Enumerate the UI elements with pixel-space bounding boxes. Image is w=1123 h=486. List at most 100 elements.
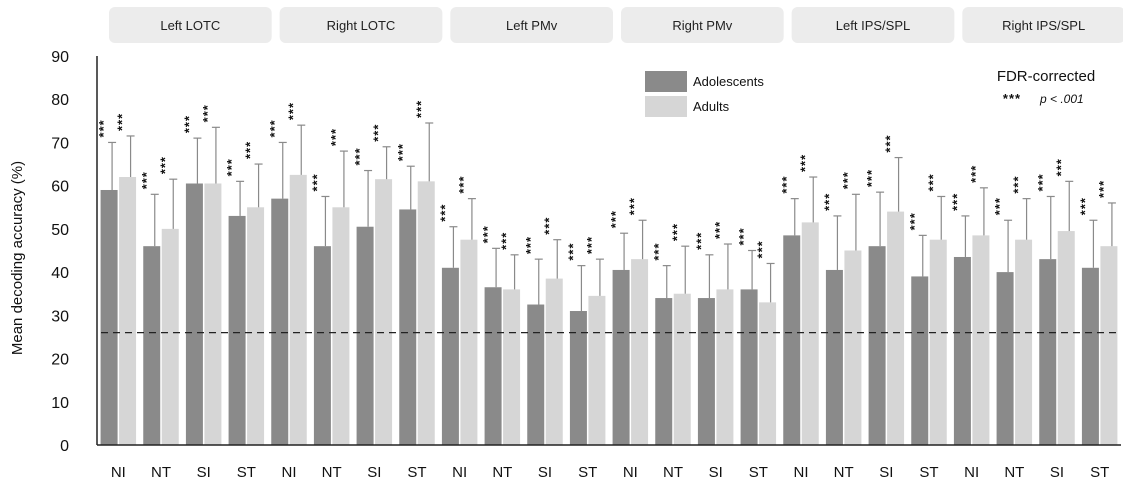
bar-adolescents xyxy=(441,267,459,445)
significance-stars: *** xyxy=(285,102,300,120)
significance-stars: *** xyxy=(840,171,855,189)
significance-stars: *** xyxy=(413,100,428,118)
bar-adults xyxy=(631,259,649,445)
significance-stars: *** xyxy=(523,236,538,254)
panel-header-box xyxy=(450,7,613,43)
bar-adults xyxy=(119,177,137,445)
bar-adolescents xyxy=(100,189,118,445)
x-tick-label: SI xyxy=(1050,464,1064,481)
bar-adults xyxy=(247,207,265,445)
x-tick-label: SI xyxy=(367,464,381,481)
x-tick-label: SI xyxy=(197,464,211,481)
bar-adolescents xyxy=(996,272,1014,445)
y-tick-label: 50 xyxy=(51,222,69,239)
significance-stars: *** xyxy=(992,197,1007,215)
bar-adults xyxy=(673,293,691,445)
bar-adolescents xyxy=(569,311,587,445)
panel-header-label: Left LOTC xyxy=(160,18,220,33)
bar-adolescents xyxy=(484,287,502,445)
bar-adults xyxy=(844,250,862,445)
bar-adolescents xyxy=(911,276,929,445)
x-tick-label: SI xyxy=(709,464,723,481)
panel-header-label: Right LOTC xyxy=(327,18,396,33)
x-axis: NI NT SI ST NI NT SI ST NI NT SI ST NI NT SI ST NI NT SI ST… xyxy=(97,444,1121,481)
x-tick-label: ST xyxy=(407,464,426,481)
significance-stars: *** xyxy=(949,193,964,211)
bar-adults xyxy=(503,289,521,445)
panel-header-label: Left PMv xyxy=(506,18,558,33)
panel-header-box xyxy=(791,7,955,43)
bar-adolescents xyxy=(953,256,971,445)
panel-header-label: Right PMv xyxy=(672,18,732,33)
x-tick-label: ST xyxy=(237,464,256,481)
bar-adolescents xyxy=(228,215,246,445)
significance-stars: *** xyxy=(96,119,111,137)
y-tick-label: 90 xyxy=(51,49,69,66)
x-tick-label: ST xyxy=(749,464,768,481)
y-tick-label: 10 xyxy=(51,395,69,412)
significance-stars: *** xyxy=(480,225,495,243)
bar-adults xyxy=(545,278,563,445)
significance-stars: *** xyxy=(883,134,898,152)
bar-adults xyxy=(972,235,990,445)
legend-label-adults: Adults xyxy=(693,99,730,114)
bar-adults xyxy=(417,181,435,445)
panel-header-label: Right IPS/SPL xyxy=(1002,18,1085,33)
y-tick-label: 80 xyxy=(51,92,69,109)
panel-headers: Left LOTC Right LOTC Left PMv Right PMv Left… xyxy=(109,7,1123,43)
x-tick-label: NI xyxy=(964,464,979,481)
bar-adults xyxy=(332,207,350,445)
x-tick-label: NT xyxy=(492,464,512,481)
bar-adolescents xyxy=(868,246,886,445)
significance-stars: *** xyxy=(395,143,410,161)
bar-adolescents xyxy=(1039,259,1057,445)
significance-stars: *** xyxy=(371,124,386,142)
legend: Adolescents Adults xyxy=(645,71,764,117)
bar-adolescents xyxy=(313,246,331,445)
significance-stars: *** xyxy=(736,227,751,245)
significance-stars: *** xyxy=(1096,180,1111,198)
significance-stars: *** xyxy=(1035,173,1050,191)
significance-stars: *** xyxy=(821,193,836,211)
bars: *** *** *** *** *** *** *** *** *** *** *** *** *** *… xyxy=(96,100,1118,445)
significance-stars: *** xyxy=(1011,175,1026,193)
significance-marker: *** xyxy=(1003,91,1021,106)
significance-note: FDR-corrected *** p < .001 xyxy=(997,68,1095,106)
bar-adolescents xyxy=(1081,267,1099,445)
x-tick-label: NI xyxy=(623,464,638,481)
significance-stars: *** xyxy=(437,204,452,222)
bar-adolescents xyxy=(697,298,715,445)
panel-header-label: Left IPS/SPL xyxy=(836,18,910,33)
y-tick-label: 30 xyxy=(51,308,69,325)
bar-adolescents xyxy=(655,298,673,445)
significance-stars: *** xyxy=(456,175,471,193)
bar-adults xyxy=(887,211,905,445)
significance-stars: *** xyxy=(925,173,940,191)
x-tick-label: SI xyxy=(879,464,893,481)
significance-stars: *** xyxy=(627,197,642,215)
bar-adults xyxy=(716,289,734,445)
y-tick-label: 60 xyxy=(51,179,69,196)
significance-stars: *** xyxy=(669,223,684,241)
bar-adolescents xyxy=(399,209,417,445)
significance-stars: *** xyxy=(309,173,324,191)
bar-adolescents xyxy=(271,198,289,445)
significance-p-value: p < .001 xyxy=(1039,92,1084,106)
bar-adults xyxy=(588,295,606,445)
significance-stars: *** xyxy=(693,232,708,250)
significance-stars: *** xyxy=(541,217,556,235)
significance-stars: *** xyxy=(907,212,922,230)
bar-adolescents xyxy=(740,289,758,445)
x-tick-label: ST xyxy=(578,464,597,481)
bar-adults xyxy=(759,302,777,445)
significance-stars: *** xyxy=(139,171,154,189)
x-tick-label: NT xyxy=(322,464,342,481)
bar-adolescents xyxy=(783,235,801,445)
significance-stars: *** xyxy=(651,242,666,260)
significance-stars: *** xyxy=(1077,197,1092,215)
x-tick-label: ST xyxy=(919,464,938,481)
legend-label-adolescents: Adolescents xyxy=(693,74,764,89)
y-tick-label: 20 xyxy=(51,352,69,369)
significance-stars: *** xyxy=(181,115,196,133)
